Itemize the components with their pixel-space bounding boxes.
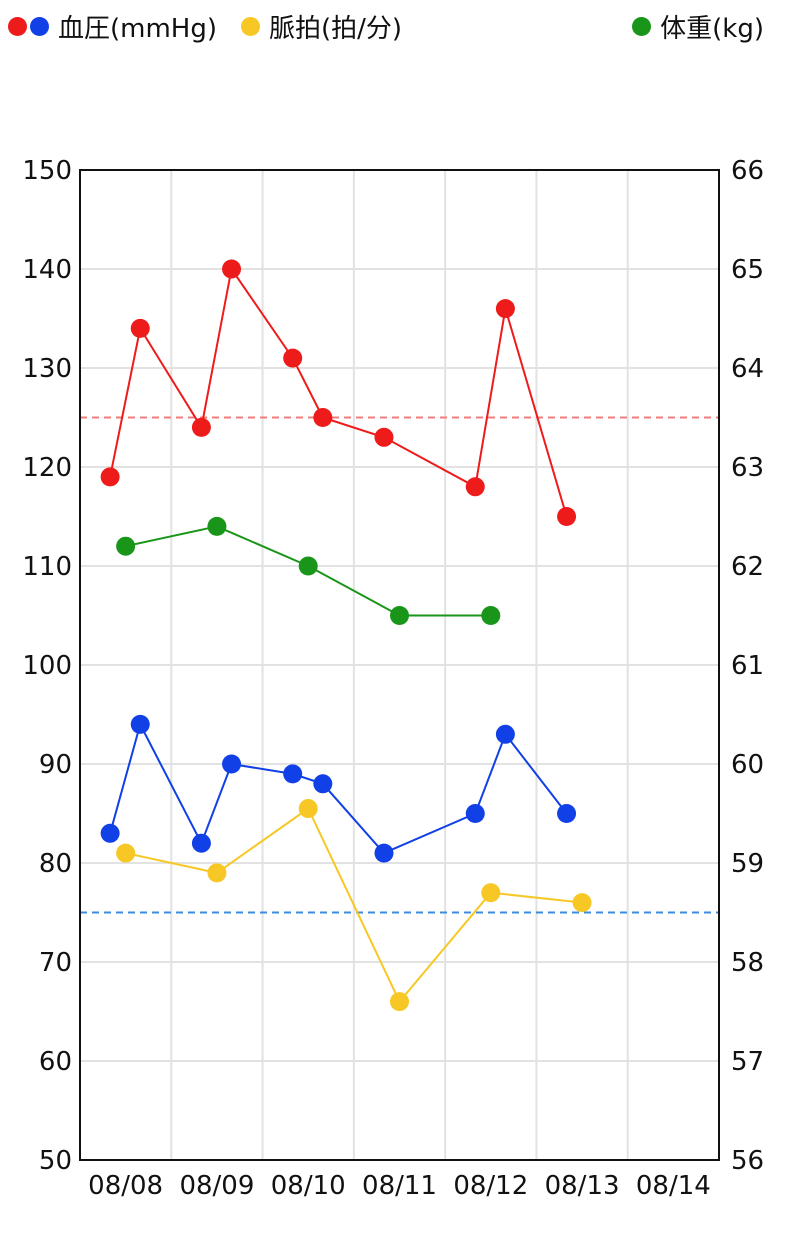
plot-area-frame [79,169,720,1161]
right-axis-tick-label: 65 [731,255,764,285]
left-axis-tick-label: 110 [22,552,72,582]
diastolic-data-point [130,714,150,734]
left-axis-tick-label: 100 [22,651,72,681]
diastolic-data-point [191,833,211,853]
right-axis-tick-label: 61 [731,651,764,681]
systolic-data-point [374,427,394,447]
x-axis-tick-label: 08/14 [636,1171,711,1201]
right-axis-tick-label: 58 [731,948,764,978]
chart-legend: 血圧(mmHg) 脈拍(拍/分) 体重(kg) [8,6,764,46]
x-axis-tick-label: 08/09 [179,1171,254,1201]
legend-weight-dot [632,16,652,36]
diastolic-data-point [313,774,333,794]
systolic-data-point [283,348,303,368]
systolic-data-point [465,477,485,497]
left-axis-tick-label: 50 [39,1146,72,1176]
diastolic-data-point [222,754,242,774]
left-axis-tick-label: 120 [22,453,72,483]
legend-weight-label: 体重(kg) [660,13,764,44]
right-axis-tick-label: 57 [731,1047,764,1077]
legend-pulse[interactable]: 脈拍(拍/分) [241,8,402,45]
pulse-data-point [207,863,227,883]
systolic-data-point [130,318,150,338]
x-axis-tick-label: 08/11 [362,1171,437,1201]
right-axis-tick-label: 59 [731,849,764,879]
right-axis-tick-label: 60 [731,750,764,780]
left-axis-tick-label: 150 [22,156,72,186]
legend-pulse-dot [241,16,260,36]
left-axis-tick-label: 140 [22,255,72,285]
pulse-data-point [116,843,136,863]
right-axis-tick-label: 66 [731,156,764,186]
x-axis-tick-label: 08/13 [545,1171,620,1201]
pulse-data-point [390,992,409,1012]
diastolic-data-point [283,764,303,784]
right-axis-tick-label: 63 [731,453,764,483]
diastolic-series-line [109,721,568,855]
legend-systolic-dot [8,16,27,36]
diastolic-data-point [374,843,394,863]
right-axis-tick-label: 62 [731,552,764,582]
x-axis-tick-label: 08/10 [271,1171,346,1201]
pulse-data-point [481,883,501,903]
weight-data-point [207,516,227,536]
diastolic-data-point [495,724,515,744]
systolic-data-point [495,299,515,319]
systolic-data-point [557,507,577,526]
left-axis-tick-label: 130 [22,354,72,384]
legend-pulse-label: 脈拍(拍/分) [269,13,403,44]
right-axis-tick-label: 64 [731,354,764,384]
weight-data-point [390,606,409,625]
pulse-series-line [125,806,583,1004]
x-axis-tick-label: 08/12 [453,1171,528,1201]
systolic-data-point [191,417,211,437]
pulse-data-point [298,799,318,819]
diastolic-data-point [100,823,120,843]
left-axis-tick-label: 80 [39,849,72,879]
pulse-data-point [572,893,592,913]
legend-weight[interactable]: 体重(kg) [632,8,764,45]
legend-diastolic-dot [30,16,49,36]
weight-data-point [481,606,501,625]
x-axis-tick-label: 08/08 [88,1171,163,1201]
legend-blood-pressure[interactable]: 血圧(mmHg) [8,8,217,45]
left-axis-tick-label: 70 [39,948,72,978]
left-axis-tick-label: 90 [39,750,72,780]
right-axis-tick-label: 56 [731,1146,764,1176]
weight-data-point [298,556,318,576]
weight-data-point [116,536,136,556]
systolic-series-line [109,266,568,517]
legend-bp-label: 血圧(mmHg) [58,13,217,44]
left-axis-tick-label: 60 [39,1047,72,1077]
systolic-data-point [313,408,333,427]
systolic-data-point [100,467,120,487]
systolic-data-point [222,259,242,279]
diastolic-data-point [465,804,485,823]
diastolic-data-point [557,804,577,823]
